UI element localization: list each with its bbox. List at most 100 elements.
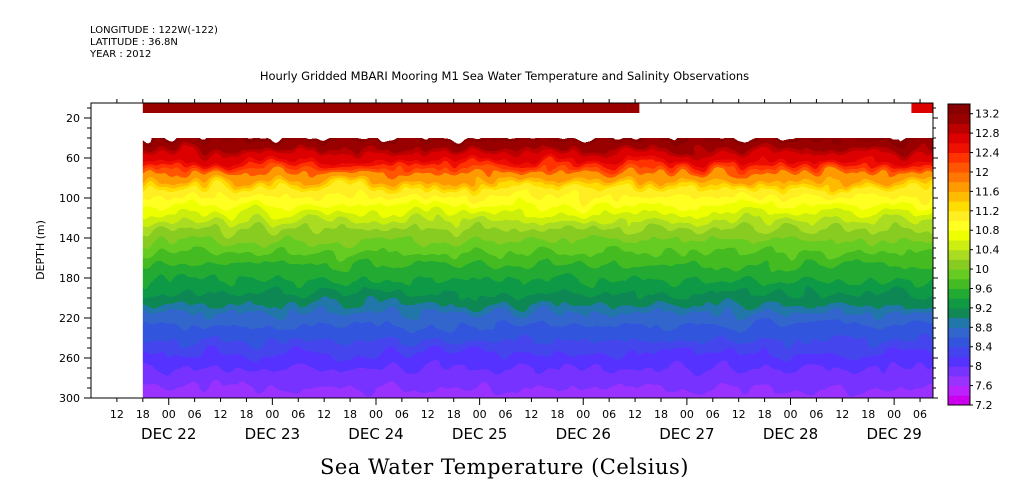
y-tick-label: 60: [66, 152, 80, 165]
temperature-layer: [142, 153, 933, 159]
temperature-layer: [142, 177, 933, 183]
temperature-layer: [142, 385, 933, 391]
x-tick-label: 06: [291, 408, 305, 421]
temperature-layer: [142, 341, 933, 347]
y-tick-label: 260: [59, 352, 80, 365]
colorbar-swatch: [948, 191, 970, 202]
temperature-layer: [142, 237, 933, 243]
colorbar-label: 9.6: [975, 282, 993, 295]
temperature-layer: [142, 138, 933, 143]
temperature-layer: [142, 189, 933, 195]
temperature-layer: [142, 217, 933, 223]
x-tick-label: 18: [550, 408, 564, 421]
temperature-layer: [142, 377, 933, 383]
colorbar-swatch: [948, 113, 970, 124]
colorbar-label: 9.2: [975, 302, 993, 315]
x-tick-label: 12: [732, 408, 746, 421]
x-tick-label: 06: [706, 408, 720, 421]
y-tick-label: 220: [59, 312, 80, 325]
temperature-layer: [142, 193, 933, 199]
temperature-layer: [142, 313, 933, 319]
temperature-layer: [142, 213, 933, 219]
x-tick-label: 00: [887, 408, 901, 421]
colorbar-swatch: [948, 104, 970, 115]
temperature-layer: [142, 345, 933, 351]
colorbar-label: 8.4: [975, 341, 993, 354]
y-tick-label: 300: [59, 392, 80, 405]
temperature-layer: [142, 361, 933, 367]
colorbar-swatch: [948, 317, 970, 328]
colorbar-swatch: [948, 366, 970, 377]
y-tick-label: 140: [59, 232, 80, 245]
temperature-layer: [142, 197, 933, 203]
y-tick-label: 20: [66, 112, 80, 125]
x-tick-label: 12: [628, 408, 642, 421]
temperature-layer: [142, 333, 933, 339]
x-tick-label: 00: [369, 408, 383, 421]
temperature-layer: [142, 261, 933, 267]
temperature-layer: [142, 381, 933, 387]
colorbar-swatch: [948, 395, 970, 406]
colorbar-swatch: [948, 307, 970, 319]
colorbar-label: 11.6: [975, 185, 1000, 198]
temperature-layer: [142, 369, 933, 375]
x-tick-label: 18: [136, 408, 150, 421]
x-day-label: DEC 27: [659, 425, 714, 443]
colorbar-swatch: [948, 375, 970, 387]
colorbar-swatch: [948, 298, 970, 309]
colorbar-swatch: [948, 346, 970, 357]
temperature-layer: [142, 165, 933, 171]
temperature-layer: [142, 329, 933, 335]
temperature-layer: [142, 253, 933, 259]
temperature-layer: [142, 365, 933, 371]
colorbar-swatch: [948, 181, 970, 192]
x-day-label: DEC 28: [763, 425, 818, 443]
temperature-layer: [142, 277, 933, 283]
temperature-layer: [142, 185, 933, 191]
temperature-layer: [123, 401, 953, 407]
colorbar-label: 10.8: [975, 224, 1000, 237]
temperature-layer: [142, 389, 933, 395]
x-day-label: DEC 23: [245, 425, 300, 443]
colorbar-swatch: [948, 201, 970, 212]
temperature-layer: [142, 233, 933, 239]
y-tick-label: 100: [59, 192, 80, 205]
temperature-layer: [142, 373, 933, 379]
colorbar-label: 10.4: [975, 244, 1000, 257]
x-day-label: DEC 22: [141, 425, 196, 443]
x-tick-label: 00: [576, 408, 590, 421]
colorbar-swatch: [948, 171, 970, 183]
x-tick-label: 12: [110, 408, 124, 421]
temperature-layer: [142, 181, 933, 187]
temperature-layer: [142, 349, 933, 355]
colorbar-swatch: [948, 152, 970, 163]
temperature-layer: [142, 301, 933, 307]
temperature-layer: [142, 225, 933, 231]
temperature-layer: [142, 145, 933, 151]
temperature-layer: [142, 273, 933, 279]
temperature-layer: [142, 305, 933, 311]
colorbar-swatch: [948, 133, 970, 144]
x-tick-label: 12: [317, 408, 331, 421]
temperature-layer: [142, 201, 933, 207]
x-day-label: DEC 25: [452, 425, 507, 443]
colorbar-swatch: [948, 220, 970, 231]
temperature-layer: [142, 205, 933, 211]
temperature-layer: [142, 245, 933, 251]
x-day-label: DEC 24: [348, 425, 403, 443]
surface-band: [911, 103, 933, 113]
temperature-layer: [142, 257, 933, 263]
y-axis-label: DEPTH (m): [34, 220, 47, 280]
temperature-layer: [142, 357, 933, 363]
temperature-layer: [142, 241, 933, 247]
x-tick-label: 18: [239, 408, 253, 421]
x-tick-label: 12: [524, 408, 538, 421]
x-day-label: DEC 29: [866, 425, 921, 443]
x-tick-label: 00: [473, 408, 487, 421]
temperature-layer: [142, 141, 933, 147]
colorbar-swatch: [948, 249, 970, 260]
temperature-layer: [142, 337, 933, 343]
x-tick-label: 00: [680, 408, 694, 421]
colorbar-label: 8: [975, 360, 982, 373]
colorbar-swatch: [948, 337, 970, 348]
